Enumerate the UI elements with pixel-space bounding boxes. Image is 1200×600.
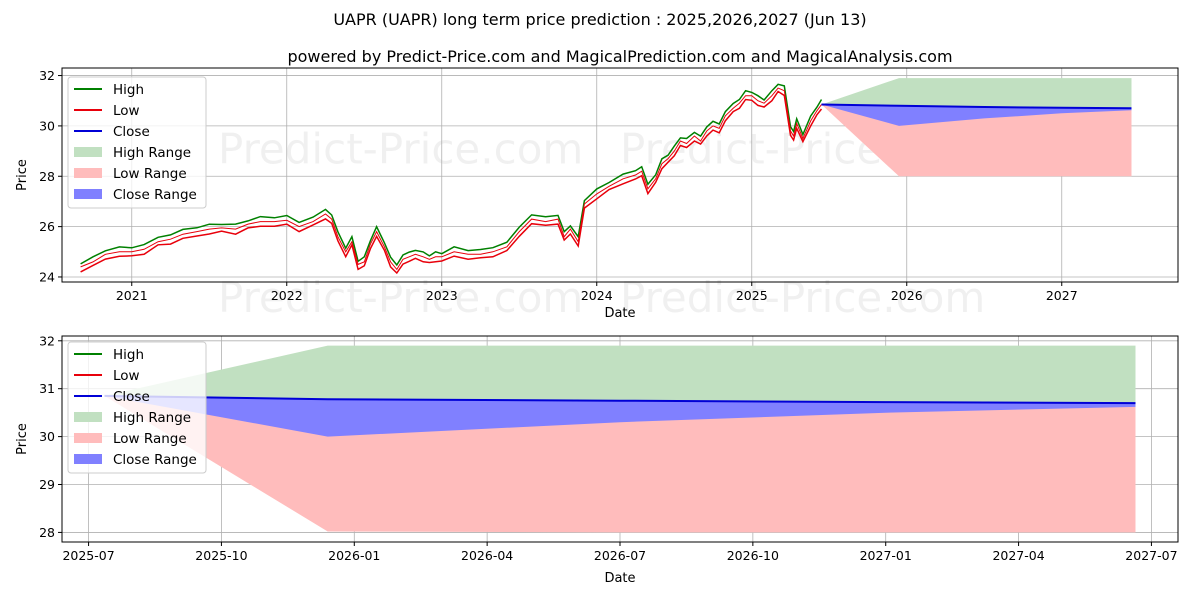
top-legend-swatch-close_range — [74, 189, 102, 199]
bottom-x-tick-label-3: 2026-04 — [461, 548, 513, 563]
top-legend-label-high_range: High Range — [113, 145, 191, 161]
top-y-axis-label: Price — [15, 159, 30, 191]
chart-subtitle: powered by Predict-Price.com and Magical… — [287, 47, 952, 66]
top-legend-label-close: Close — [113, 124, 150, 140]
bottom-x-tick-label-2: 2026-01 — [328, 548, 380, 563]
top-close-range-band — [821, 104, 1132, 126]
bottom-legend: High Low Close High Range Low Range Close Ran… — [67, 341, 207, 474]
top-legend-label-low_range: Low Range — [113, 166, 187, 182]
bottom-close-forecast-line — [104, 394, 1136, 405]
top-x-tick-label-1: 2022 — [271, 288, 303, 303]
top-watermark-low-0: Predict-Price.com — [218, 273, 583, 322]
top-x-axis-label: Date — [604, 306, 635, 321]
bottom-y-tick-label-1: 29 — [39, 477, 55, 492]
top-x-tick-label-0: 2021 — [116, 288, 148, 303]
bottom-x-tick-label-4: 2026-07 — [594, 548, 646, 563]
top-legend-label-low: Low — [113, 103, 140, 119]
bottom-y-tick-label-0: 28 — [39, 525, 55, 540]
bottom-legend-label-low_range: Low Range — [113, 431, 187, 447]
bottom-legend-label-close: Close — [113, 389, 150, 405]
bottom-y-tick-label-3: 31 — [39, 381, 55, 396]
bottom-x-tick-label-1: 2025-10 — [195, 548, 247, 563]
top-x-tick-label-5: 2026 — [891, 288, 923, 303]
top-y-tick-label-4: 32 — [39, 68, 55, 83]
bottom-legend-label-high_range: High Range — [113, 410, 191, 426]
bottom-x-tick-label-8: 2027-07 — [1125, 548, 1177, 563]
bottom-legend-label-high: High — [113, 347, 144, 363]
bottom-x-tick-label-6: 2027-01 — [860, 548, 912, 563]
bottom-legend-box — [67, 341, 207, 474]
bottom-legend-swatch-close_range — [74, 454, 102, 464]
panel-top: Predict-Price.com Predict-Price.com Predic… — [15, 67, 1179, 322]
bottom-x-tick-label-7: 2027-04 — [992, 548, 1044, 563]
panel-bottom: Predict-Price.comPredict-Price.com2025-0… — [15, 333, 1179, 586]
top-legend: High Low Close High Range Low Range Close Ran… — [67, 76, 207, 209]
bottom-x-axis-label: Date — [604, 571, 635, 586]
top-y-tick-label-0: 24 — [39, 269, 55, 284]
top-y-tick-label-2: 28 — [39, 169, 55, 184]
top-axes-frame — [61, 67, 1179, 283]
bottom-legend-swatch-high_range — [74, 412, 102, 422]
top-x-tick-label-6: 2027 — [1046, 288, 1078, 303]
top-watermark-0: Predict-Price.com — [218, 124, 583, 173]
top-close-history-line — [80, 87, 822, 271]
bottom-legend-label-low: Low — [113, 368, 140, 384]
bottom-close-range-band — [104, 395, 1136, 437]
top-watermark-low-1: Predict-Price.com — [620, 273, 985, 322]
top-legend-swatch-high_range — [74, 147, 102, 157]
top-legend-swatch-low_range — [74, 168, 102, 178]
top-y-tick-label-1: 26 — [39, 219, 55, 234]
top-close-forecast-line — [821, 103, 1132, 110]
top-legend-label-close_range: Close Range — [113, 187, 197, 203]
top-legend-label-high: High — [113, 82, 144, 98]
chart-title: UAPR (UAPR) long term price prediction :… — [333, 10, 866, 29]
top-y-tick-label-3: 30 — [39, 118, 55, 133]
bottom-high-range-band — [104, 345, 1136, 404]
bottom-legend-swatch-low_range — [74, 433, 102, 443]
bottom-plot-area — [104, 345, 1136, 533]
bottom-x-tick-label-5: 2026-10 — [727, 548, 779, 563]
bottom-y-axis-label: Price — [15, 423, 30, 455]
bottom-y-tick-label-4: 32 — [39, 333, 55, 348]
top-high-range-band — [821, 78, 1132, 109]
top-plot-area — [80, 78, 1132, 275]
top-low-history-line — [80, 90, 823, 275]
top-high-history-line — [80, 83, 823, 267]
bottom-x-tick-label-0: 2025-07 — [62, 548, 114, 563]
top-x-tick-label-2: 2023 — [426, 288, 458, 303]
top-legend-box — [67, 76, 207, 209]
bottom-y-tick-label-2: 30 — [39, 429, 55, 444]
bottom-legend-label-close_range: Close Range — [113, 452, 197, 468]
top-x-tick-label-4: 2025 — [736, 288, 768, 303]
top-x-tick-label-3: 2024 — [581, 288, 613, 303]
